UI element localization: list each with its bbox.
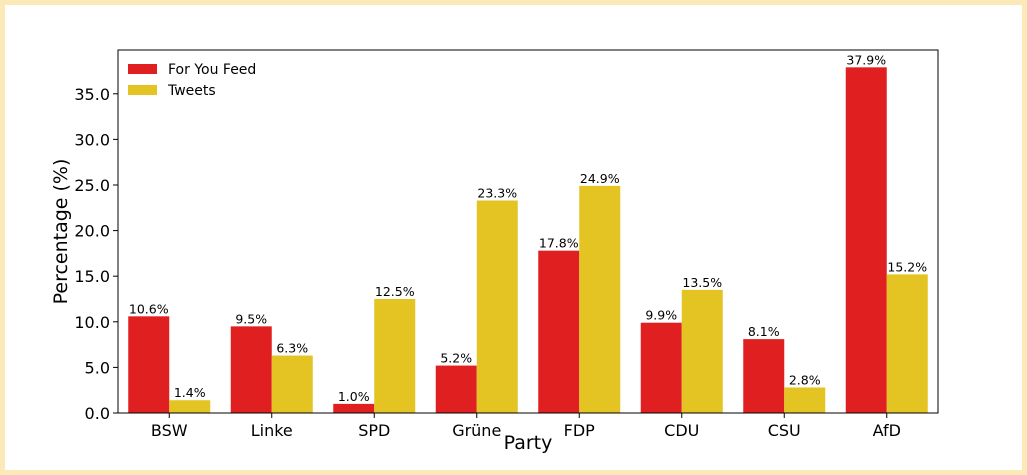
y-tick-label: 25.0 <box>74 176 110 195</box>
data-label: 9.9% <box>645 308 677 323</box>
bar <box>374 298 416 413</box>
x-axis-label: Party <box>504 432 553 454</box>
bar <box>784 387 826 413</box>
data-label: 37.9% <box>846 52 886 67</box>
data-label: 15.2% <box>887 259 927 274</box>
bar <box>743 339 785 413</box>
legend-swatch <box>128 85 157 95</box>
bar <box>333 403 375 413</box>
y-ticks-layer: 0.0 5.0 10.0 15.0 20.0 25.0 30.0 35.0 <box>74 85 118 423</box>
bars-layer <box>128 67 928 413</box>
plot-border <box>117 49 939 414</box>
bar <box>886 274 928 413</box>
bar <box>435 365 477 413</box>
x-tick-label: BSW <box>151 421 188 440</box>
bar <box>271 355 313 413</box>
bar <box>128 316 170 413</box>
bar <box>845 67 887 413</box>
y-tick-label: 30.0 <box>74 130 110 149</box>
y-tick-label: 20.0 <box>74 222 110 241</box>
data-label: 1.4% <box>174 385 206 400</box>
bar <box>640 322 682 413</box>
data-labels-layer: 10.6% 1.4% 9.5% 6.3% 1.0% 12.5% 5.2% 23.3% 17.8%… <box>129 52 927 404</box>
data-label: 5.2% <box>440 351 472 366</box>
legend-label: Tweets <box>167 83 216 99</box>
x-tick-label: Grüne <box>452 421 501 440</box>
bar <box>230 326 272 413</box>
legend-label: For You Feed <box>168 62 256 78</box>
y-tick-label: 15.0 <box>74 267 110 286</box>
y-tick-label: 0.0 <box>85 404 110 423</box>
y-axis-label: Percentage (%) <box>50 159 72 305</box>
x-tick-label: CSU <box>768 421 801 440</box>
data-label: 9.5% <box>235 311 267 326</box>
bar <box>579 185 621 413</box>
data-label: 13.5% <box>682 275 722 290</box>
x-ticks-layer: BSW Linke SPD Grüne FDP CDU CSU AfD <box>151 413 901 440</box>
data-label: 17.8% <box>539 236 579 251</box>
legend-swatch <box>128 64 157 74</box>
x-tick-label: AfD <box>873 421 901 440</box>
data-label: 2.8% <box>789 372 821 387</box>
data-label: 23.3% <box>477 185 517 200</box>
legend: For You Feed Tweets <box>128 62 256 99</box>
y-tick-label: 5.0 <box>85 358 110 377</box>
chart-frame: 10.6% 1.4% 9.5% 6.3% 1.0% 12.5% 5.2% 23.3% 17.8%… <box>5 5 1022 470</box>
data-label: 24.9% <box>580 171 620 186</box>
data-label: 12.5% <box>375 284 415 299</box>
bar-chart: 10.6% 1.4% 9.5% 6.3% 1.0% 12.5% 5.2% 23.3% 17.8%… <box>50 49 939 454</box>
x-tick-label: Linke <box>251 421 293 440</box>
bar <box>538 250 580 413</box>
y-tick-label: 10.0 <box>74 313 110 332</box>
x-tick-label: CDU <box>664 421 699 440</box>
y-tick-label: 35.0 <box>74 85 110 104</box>
data-label: 10.6% <box>129 301 169 316</box>
x-tick-label: FDP <box>564 421 596 440</box>
data-label: 1.0% <box>338 389 370 404</box>
x-tick-label: SPD <box>358 421 390 440</box>
bar <box>476 200 518 413</box>
bar <box>169 400 211 413</box>
bar <box>681 289 723 413</box>
data-label: 8.1% <box>748 324 780 339</box>
data-label: 6.3% <box>276 341 308 356</box>
